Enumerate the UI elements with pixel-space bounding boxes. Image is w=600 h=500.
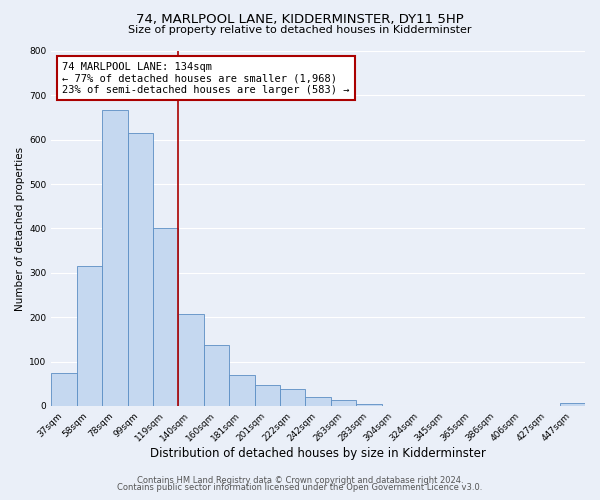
Bar [128, 133, 153, 406]
Bar [280, 390, 305, 406]
Bar [77, 266, 102, 406]
Text: Contains public sector information licensed under the Open Government Licence v3: Contains public sector information licen… [118, 484, 482, 492]
Text: Size of property relative to detached houses in Kidderminster: Size of property relative to detached ho… [128, 25, 472, 35]
Bar [254, 384, 280, 406]
Bar [102, 110, 128, 406]
Bar [204, 345, 229, 406]
Bar [356, 404, 382, 406]
Bar [178, 314, 204, 406]
Bar [229, 375, 254, 406]
Bar [153, 228, 178, 406]
Text: 74 MARLPOOL LANE: 134sqm
← 77% of detached houses are smaller (1,968)
23% of sem: 74 MARLPOOL LANE: 134sqm ← 77% of detach… [62, 62, 349, 95]
Y-axis label: Number of detached properties: Number of detached properties [15, 146, 25, 310]
X-axis label: Distribution of detached houses by size in Kidderminster: Distribution of detached houses by size … [150, 447, 486, 460]
Text: Contains HM Land Registry data © Crown copyright and database right 2024.: Contains HM Land Registry data © Crown c… [137, 476, 463, 485]
Bar [305, 397, 331, 406]
Bar [51, 372, 77, 406]
Bar [331, 400, 356, 406]
Bar [560, 403, 585, 406]
Text: 74, MARLPOOL LANE, KIDDERMINSTER, DY11 5HP: 74, MARLPOOL LANE, KIDDERMINSTER, DY11 5… [136, 12, 464, 26]
